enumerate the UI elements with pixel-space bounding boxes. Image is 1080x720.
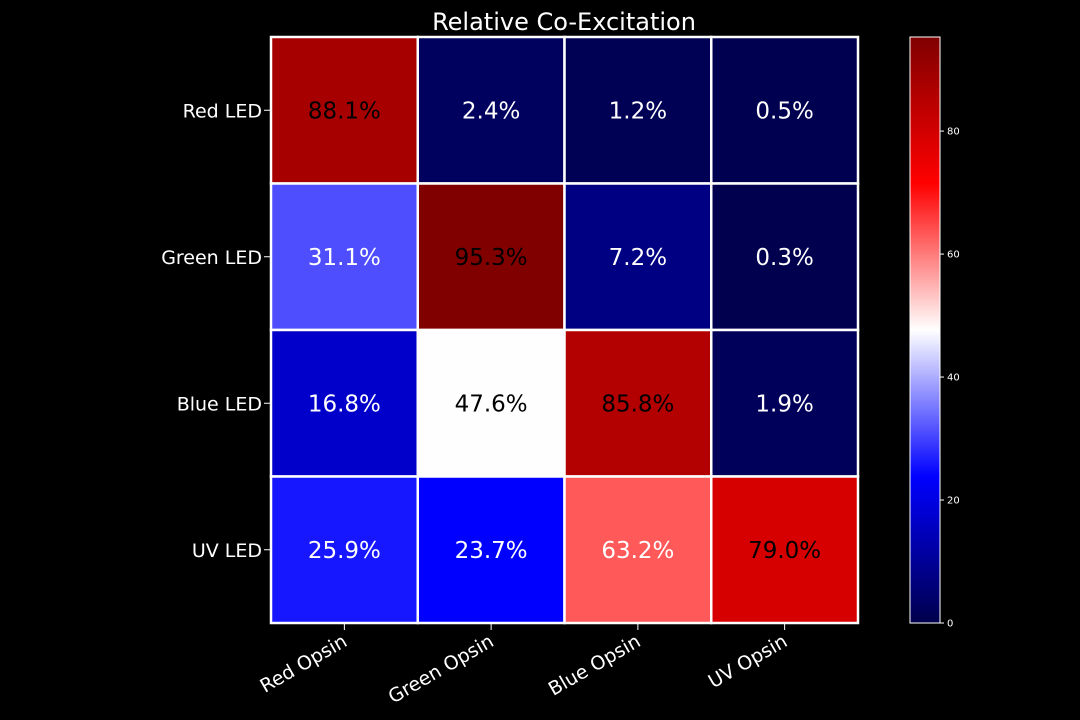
heatmap-cell — [710, 475, 860, 625]
cell-value-label: 47.6% — [455, 391, 528, 417]
y-tick-label: Blue LED — [177, 393, 262, 415]
cell-value-label: 0.5% — [755, 98, 813, 124]
heatmap-cells: 88.1% 2.4% 1.2% 0.5% 31.1% 95.3% 7.2% 0.3% 16.8%… — [269, 35, 860, 625]
cell-value-label: 7.2% — [609, 245, 667, 271]
colorbar-tick-label: 40 — [947, 373, 960, 384]
x-tick-label: Blue Opsin — [545, 630, 645, 700]
x-tick-label: UV Opsin — [705, 630, 792, 693]
colorbar-tick-label: 20 — [947, 496, 960, 507]
chart-title: Relative Co-Excitation — [432, 8, 696, 36]
cell-value-label: 1.2% — [609, 98, 667, 124]
cell-value-label: 95.3% — [455, 245, 528, 271]
x-tick-label: Red Opsin — [256, 630, 350, 697]
heatmap-cell — [269, 35, 419, 185]
cell-value-label: 23.7% — [455, 538, 528, 564]
column-labels: Red Opsin Green Opsin Blue Opsin UV Opsin — [256, 623, 791, 708]
colorbar-ticks: 0 20 40 60 80 — [940, 127, 960, 630]
colorbar-tick-label: 80 — [947, 127, 960, 138]
y-tick-label: UV LED — [192, 540, 262, 562]
cell-value-label: 85.8% — [601, 391, 674, 417]
heatmap-cell — [563, 35, 713, 185]
cell-value-label: 16.8% — [308, 391, 381, 417]
cell-value-label: 88.1% — [308, 98, 381, 124]
heatmap-cell — [416, 328, 566, 478]
cell-value-label: 1.9% — [755, 391, 813, 417]
cell-value-label: 63.2% — [601, 538, 674, 564]
colorbar-tick-label: 0 — [947, 619, 953, 630]
y-tick-label: Green LED — [161, 247, 262, 269]
row-labels: Red LED Green LED Blue LED UV LED — [161, 100, 271, 562]
cell-value-label: 25.9% — [308, 538, 381, 564]
colorbar-tick-label: 60 — [947, 250, 960, 261]
colorbar-gradient — [909, 36, 941, 624]
colorbar: 0 20 40 60 80 — [909, 36, 960, 630]
cell-value-label: 0.3% — [755, 245, 813, 271]
cell-value-label: 79.0% — [748, 538, 821, 564]
heatmap-cell — [416, 475, 566, 625]
heatmap-cell — [710, 328, 860, 478]
cell-value-label: 31.1% — [308, 245, 381, 271]
cell-value-label: 2.4% — [462, 98, 520, 124]
y-tick-label: Red LED — [183, 100, 262, 122]
heatmap-cell — [416, 35, 566, 185]
heatmap-cell — [416, 182, 566, 332]
x-tick-label: Green Opsin — [385, 630, 498, 708]
heatmap-cell — [710, 182, 860, 332]
heatmap-cell — [710, 35, 860, 185]
